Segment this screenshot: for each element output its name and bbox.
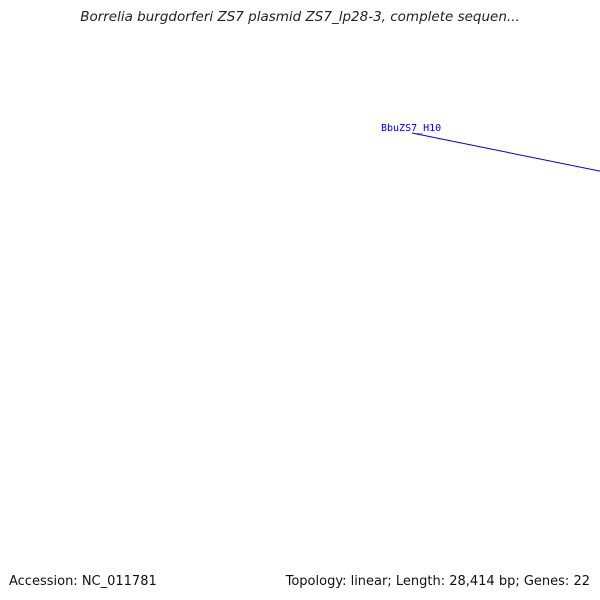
map-title: Borrelia burgdorferi ZS7 plasmid ZS7_lp2… (80, 9, 520, 25)
accession-text: Accession: NC_011781 (9, 574, 157, 589)
sequence-summary: Topology: linear; Length: 28,414 bp; Gen… (285, 574, 590, 589)
gene-label[interactable]: BbuZS7_H10 (381, 123, 441, 134)
gene-track[interactable]: BbuZS7_H10 (381, 123, 600, 514)
gene-leader-line (411, 132, 600, 172)
